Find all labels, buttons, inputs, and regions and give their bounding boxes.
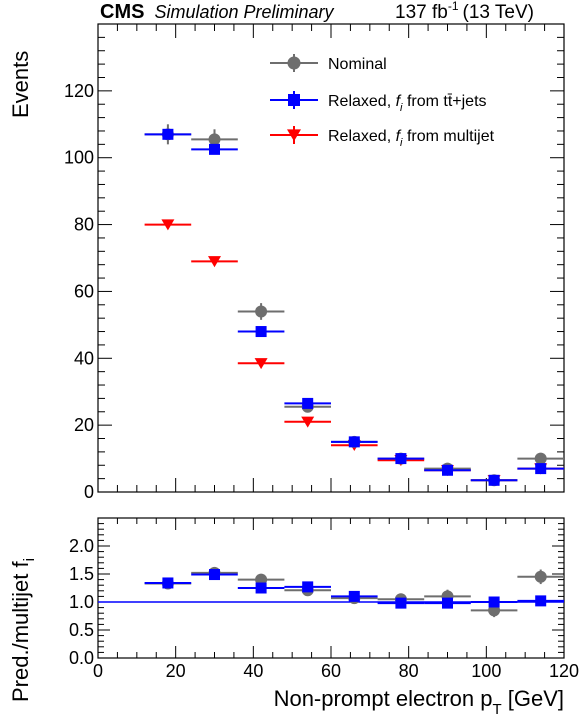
main-x-axis-ticks xyxy=(97,24,565,492)
simulation-preliminary-label: Simulation Preliminary xyxy=(154,2,334,22)
main-y-tick-label: 0 xyxy=(84,482,94,502)
main-point-tt xyxy=(442,464,453,476)
legend: Nominal Relaxed, fi from tt̄+jets Relaxed,… xyxy=(270,54,495,149)
legend-label-multijet: Relaxed, fi from multijet xyxy=(328,128,495,149)
main-y-tick-label: 20 xyxy=(74,415,94,435)
lumi-label: 137 fb-1 (13 TeV) xyxy=(395,0,534,23)
main-y-tick-label: 80 xyxy=(74,215,94,235)
ratio-y-tick-label: 2.0 xyxy=(69,536,94,556)
main-data-series xyxy=(144,124,564,487)
main-point-tt xyxy=(209,143,220,155)
ratio-y-axis: 0.0 0.5 1.0 1.5 2.0 xyxy=(69,523,564,668)
ratio-point-tt xyxy=(255,582,267,594)
main-point-tt xyxy=(488,474,500,486)
lumi-value: 137 fb xyxy=(395,2,448,23)
x-tick-label: 80 xyxy=(399,661,419,681)
main-point-nominal xyxy=(208,133,221,146)
legend-marker-nominal xyxy=(287,56,301,70)
legend-label-tt: Relaxed, fi from tt̄+jets xyxy=(328,93,487,114)
ratio-point-nominal xyxy=(534,570,547,583)
main-y-tick-label: 120 xyxy=(64,81,94,101)
main-y-axis: 0 20 40 60 80 100 120 xyxy=(64,36,564,502)
ratio-y-tick-label: 0.0 xyxy=(69,648,94,668)
ratio-series-tt xyxy=(144,569,564,609)
ratio-point-tt xyxy=(395,597,407,609)
ratio-point-tt xyxy=(162,577,174,589)
ratio-y-tick-label: 1.0 xyxy=(69,592,94,612)
main-series-tt xyxy=(144,128,564,486)
legend-entry-multijet: Relaxed, fi from multijet xyxy=(270,126,495,149)
main-point-multijet xyxy=(301,416,315,428)
header-line: CMS Simulation Preliminary xyxy=(100,1,335,23)
legend-entry-tt: Relaxed, fi from tt̄+jets xyxy=(270,91,487,114)
main-y-tick-label: 40 xyxy=(74,348,94,368)
y-axis-title-ratio: Pred./multijet fi xyxy=(8,558,38,702)
energy-label: (13 TeV) xyxy=(463,2,534,23)
x-axis-title-sub: T xyxy=(492,701,501,718)
y-axis-title-main: Events xyxy=(8,51,33,118)
x-axis-title: Non-prompt electron pT [GeV] xyxy=(274,686,564,718)
ratio-point-tt xyxy=(535,595,547,607)
x-axis-title-unit: [GeV] xyxy=(502,686,564,711)
x-axis-title-main: Non-prompt electron p xyxy=(274,686,493,711)
ratio-point-tt xyxy=(488,596,500,608)
main-point-tt xyxy=(162,128,174,140)
ratio-ylabel-sub: i xyxy=(21,558,38,561)
main-y-tick-label: 100 xyxy=(64,148,94,168)
legend-marker-multijet xyxy=(287,129,301,142)
x-tick-label: 100 xyxy=(471,661,501,681)
x-tick-label: 60 xyxy=(321,661,341,681)
cms-label: CMS xyxy=(100,1,144,23)
main-point-tt xyxy=(535,463,547,475)
ratio-point-tt xyxy=(442,597,453,609)
legend-label-nominal: Nominal xyxy=(328,56,387,73)
lumi-exponent: -1 xyxy=(448,0,459,13)
main-point-tt xyxy=(395,453,407,465)
legend-marker-tt xyxy=(288,94,300,106)
ratio-point-tt xyxy=(209,569,220,581)
ratio-data-series xyxy=(144,566,564,618)
main-point-nominal xyxy=(534,452,547,465)
ratio-point-tt xyxy=(348,590,360,602)
x-tick-label: 40 xyxy=(243,661,263,681)
main-point-multijet xyxy=(254,358,268,370)
x-tick-label: 0 xyxy=(93,661,103,681)
main-point-multijet xyxy=(161,219,175,231)
main-point-multijet xyxy=(208,256,221,268)
x-tick-label: 20 xyxy=(166,661,186,681)
main-point-tt xyxy=(302,397,314,409)
main-point-tt xyxy=(348,436,360,448)
main-series-nominal xyxy=(144,124,564,487)
main-point-tt xyxy=(255,326,267,338)
ratio-point-tt xyxy=(302,581,314,593)
ratio-x-axis: 0 20 40 60 80 100 120 xyxy=(93,518,579,681)
ratio-y-tick-label: 1.5 xyxy=(69,564,94,584)
main-y-tick-label: 60 xyxy=(74,281,94,301)
x-tick-label: 120 xyxy=(549,661,579,681)
ratio-y-tick-label: 0.5 xyxy=(69,620,94,640)
main-point-nominal xyxy=(255,305,268,318)
ratio-ylabel-main: Pred./multijet f xyxy=(8,561,33,702)
legend-entry-nominal: Nominal xyxy=(270,54,387,73)
